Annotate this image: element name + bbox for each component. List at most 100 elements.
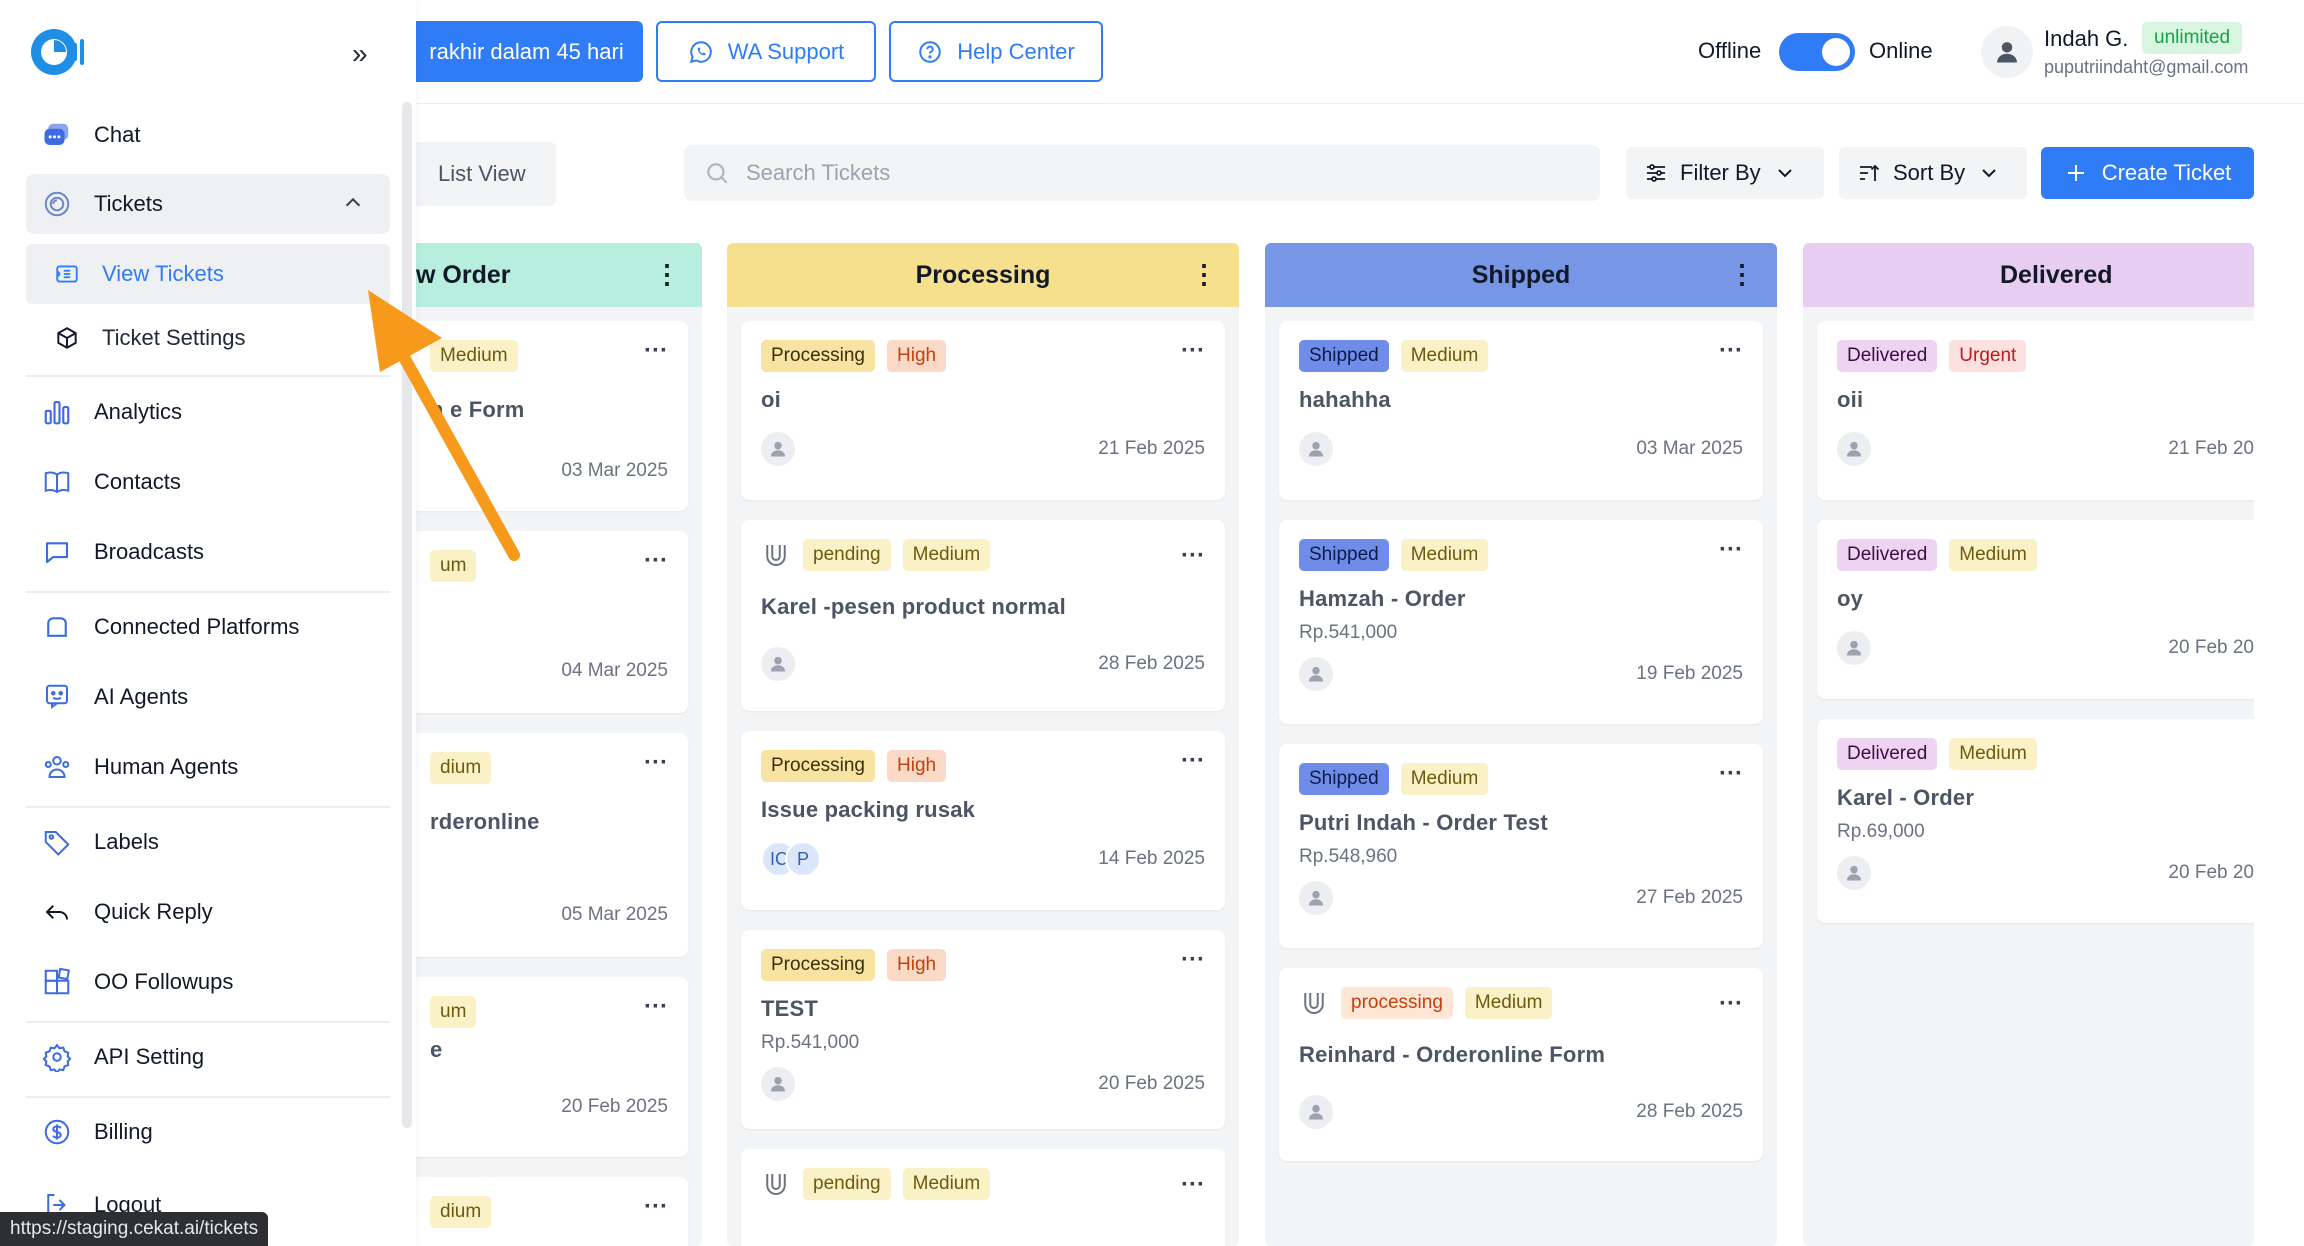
- card-menu-icon[interactable]: ···: [1181, 946, 1205, 973]
- sidebar-item-analytics[interactable]: Analytics: [26, 382, 390, 442]
- sidebar-item-quick-reply[interactable]: Quick Reply: [26, 882, 390, 942]
- assignee-avatar: [1837, 631, 1871, 665]
- sidebar-item-oo-followups[interactable]: OO Followups: [26, 952, 390, 1012]
- ticket-card[interactable]: um ··· e 20 Feb 2025: [410, 977, 688, 1157]
- whatsapp-channel-icon: [766, 1174, 786, 1195]
- card-date: 20 Feb 2025: [1098, 1073, 1205, 1094]
- create-ticket-button[interactable]: Create Ticket: [2041, 147, 2254, 199]
- card-menu-icon[interactable]: ···: [644, 337, 668, 364]
- card-date: 20 Feb 20: [2168, 862, 2254, 883]
- priority-tag: Medium: [1400, 763, 1489, 795]
- priority-tag: um: [430, 996, 477, 1028]
- card-price: Rp.548,960: [1299, 846, 1398, 867]
- ticket-card[interactable]: Processing High ··· oi 21 Feb 2025: [741, 321, 1225, 500]
- ticket-card[interactable]: Medium ··· n e Form 03 Mar 2025: [410, 321, 688, 511]
- sidebar-item-view-tickets[interactable]: View Tickets: [26, 244, 390, 304]
- online-status-toggle[interactable]: [1779, 33, 1855, 71]
- ticket-card[interactable]: Shipped Medium ··· Putri Indah - Order T…: [1279, 744, 1763, 948]
- ticket-card[interactable]: pending Medium ··· Karel -pesen product …: [741, 520, 1225, 711]
- sidebar-item-tickets[interactable]: Tickets: [26, 174, 390, 234]
- app-logo[interactable]: [26, 26, 90, 78]
- help-center-button[interactable]: Help Center: [889, 21, 1103, 82]
- card-date: 03 Mar 2025: [561, 460, 668, 481]
- user-icon: [1846, 441, 1862, 457]
- ticket-card[interactable]: processing Medium ··· Reinhard - Orderon…: [1279, 968, 1763, 1161]
- contacts-icon: [44, 471, 70, 494]
- card-title: Karel - Order: [1837, 785, 1975, 810]
- sidebar-item-ticket-settings[interactable]: Ticket Settings: [26, 308, 390, 368]
- card-menu-icon[interactable]: ···: [1719, 536, 1743, 563]
- ticket-card[interactable]: um ··· 04 Mar 2025: [410, 531, 688, 713]
- card-date: 04 Mar 2025: [561, 660, 668, 681]
- card-title: n e Form: [430, 397, 525, 422]
- filter-by-button[interactable]: Filter By: [1626, 147, 1824, 199]
- sort-by-button[interactable]: Sort By: [1839, 147, 2027, 199]
- column-menu-icon[interactable]: ⋮: [1729, 259, 1755, 289]
- sidebar-item-contacts[interactable]: Contacts: [26, 452, 390, 512]
- search-placeholder: Search Tickets: [746, 160, 891, 185]
- card-menu-icon[interactable]: ···: [644, 749, 668, 776]
- plus-icon: [2067, 165, 2084, 181]
- sidebar-item-api-setting[interactable]: API Setting: [26, 1027, 390, 1087]
- ticket-card[interactable]: Shipped Medium ··· hahahha 03 Mar 2025: [1279, 321, 1763, 500]
- card-date: 20 Feb 20: [2168, 637, 2254, 658]
- sidebar-item-label: Analytics: [94, 399, 183, 424]
- status-tag: processing: [1341, 987, 1453, 1019]
- sidebar-item-labels[interactable]: Labels: [26, 812, 390, 872]
- trial-banner-button[interactable]: rakhir dalam 45 hari: [400, 21, 643, 82]
- status-tag: pending: [803, 539, 891, 571]
- sidebar-item-ai-agents[interactable]: AI Agents: [26, 667, 390, 727]
- ticket-card[interactable]: Delivered Medium Karel - Order Rp.69,000…: [1817, 719, 2254, 923]
- card-menu-icon[interactable]: ···: [1181, 747, 1205, 774]
- ticket-card[interactable]: Processing High ··· TEST Rp.541,000 20 F…: [741, 930, 1225, 1129]
- card-menu-icon[interactable]: ···: [1181, 1171, 1205, 1198]
- sidebar-item-broadcasts[interactable]: Broadcasts: [26, 522, 390, 582]
- ticket-card[interactable]: dium ··· rderonline 05 Mar 2025: [410, 733, 688, 957]
- status-tag: Delivered: [1837, 539, 1938, 571]
- ticket-card[interactable]: pending Medium ···: [741, 1149, 1225, 1246]
- cube-icon: [57, 327, 77, 349]
- card-menu-icon[interactable]: ···: [644, 1193, 668, 1220]
- card-menu-icon[interactable]: ···: [644, 547, 668, 574]
- sidebar-item-label: Ticket Settings: [102, 325, 246, 350]
- ticket-card[interactable]: Shipped Medium ··· Hamzah - Order Rp.541…: [1279, 520, 1763, 724]
- ai-agent-icon: [46, 684, 68, 709]
- sidebar-item-label: AI Agents: [94, 684, 189, 709]
- status-tag: Processing: [761, 750, 875, 782]
- search-tickets-field[interactable]: Search Tickets: [684, 145, 1600, 201]
- column-menu-icon[interactable]: ⋮: [1191, 259, 1217, 289]
- list-view-button[interactable]: List View: [400, 142, 556, 206]
- sidebar-item-label: Billing: [94, 1119, 153, 1144]
- wa-support-button[interactable]: WA Support: [656, 21, 876, 82]
- sidebar-item-chat[interactable]: Chat: [26, 105, 390, 165]
- card-date: 03 Mar 2025: [1636, 438, 1743, 459]
- card-menu-icon[interactable]: ···: [644, 993, 668, 1020]
- ticket-card[interactable]: dium ···: [410, 1177, 688, 1246]
- card-menu-icon[interactable]: ···: [1719, 337, 1743, 364]
- collapse-sidebar-icon[interactable]: »: [352, 38, 368, 69]
- user-avatar[interactable]: [1981, 26, 2033, 78]
- sidebar-item-billing[interactable]: Billing: [26, 1102, 390, 1162]
- sidebar-item-label: OO Followups: [94, 969, 234, 994]
- column-title: Delivered: [2000, 260, 2113, 289]
- ticket-card[interactable]: Delivered Urgent oii 21 Feb 20: [1817, 321, 2254, 500]
- column-header: Delivered: [1803, 243, 2254, 307]
- sidebar-scrollbar[interactable]: [402, 102, 412, 1128]
- sidebar-item-connected-platforms[interactable]: Connected Platforms: [26, 597, 390, 657]
- card-menu-icon[interactable]: ···: [1181, 337, 1205, 364]
- sidebar-item-human-agents[interactable]: Human Agents: [26, 737, 390, 797]
- view-tickets-icon: [56, 265, 78, 283]
- ticket-card[interactable]: Delivered Medium oy 20 Feb 20: [1817, 520, 2254, 699]
- card-title: hahahha: [1299, 387, 1391, 412]
- billing-icon: [44, 1119, 70, 1145]
- column-menu-icon[interactable]: ⋮: [654, 259, 680, 289]
- user-icon: [1846, 640, 1862, 656]
- user-email: puputriindaht@gmail.com: [2044, 57, 2249, 77]
- initials-avatar: P: [785, 841, 821, 877]
- ticket-card[interactable]: Processing High ··· Issue packing rusak …: [741, 731, 1225, 910]
- card-menu-icon[interactable]: ···: [1181, 542, 1205, 569]
- sort-icon: [1860, 164, 1880, 181]
- card-menu-icon[interactable]: ···: [1719, 990, 1743, 1017]
- priority-tag: dium: [430, 1196, 492, 1228]
- card-menu-icon[interactable]: ···: [1719, 760, 1743, 787]
